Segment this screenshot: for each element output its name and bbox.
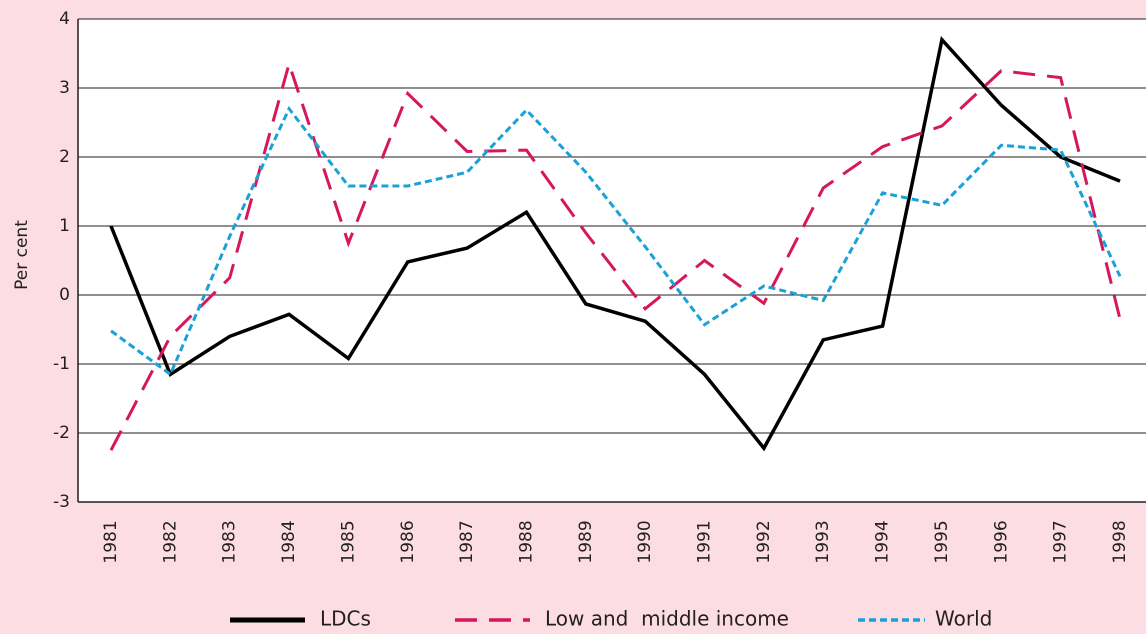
x-tick-label: 1990	[635, 520, 655, 563]
legend-text: Low and middle income	[545, 607, 789, 631]
y-tick-label: 0	[59, 285, 70, 305]
x-tick-label: 1981	[101, 520, 121, 563]
x-tick-label: 1995	[932, 520, 952, 563]
legend-text: LDCs	[320, 607, 371, 631]
x-tick-label: 1989	[576, 520, 596, 563]
x-tick-label: 1996	[991, 520, 1011, 563]
x-tick-label: 1992	[754, 520, 774, 563]
y-axis-label: Per cent	[12, 220, 32, 290]
x-tick-label: 1986	[398, 520, 418, 563]
series-line	[109, 35, 1121, 452]
y-tick-label: 1	[59, 216, 70, 236]
y-tick-label: 2	[59, 147, 70, 167]
y-tick-label: -1	[53, 354, 70, 374]
y-tick-label: -2	[53, 423, 70, 443]
x-tick-label: 1994	[873, 520, 893, 563]
legend-text: World	[935, 607, 992, 631]
y-tick-label: 4	[59, 9, 70, 29]
x-tick-label: 1991	[695, 520, 715, 563]
y-tick-label: -3	[53, 492, 70, 512]
x-tick-label: 1998	[1110, 520, 1130, 563]
x-tick-label: 1987	[457, 520, 477, 563]
y-tick-label: 3	[59, 78, 70, 98]
series-line	[110, 105, 1122, 377]
x-tick-label: 1983	[220, 520, 240, 563]
x-tick-label: 1985	[338, 520, 358, 563]
x-tick-label: 1982	[160, 520, 180, 563]
plot-area	[78, 19, 1146, 502]
x-tick-label: 1993	[813, 520, 833, 563]
x-tick-label: 1988	[516, 520, 536, 563]
x-tick-label: 1984	[279, 520, 299, 563]
x-tick-label: 1997	[1051, 520, 1071, 563]
